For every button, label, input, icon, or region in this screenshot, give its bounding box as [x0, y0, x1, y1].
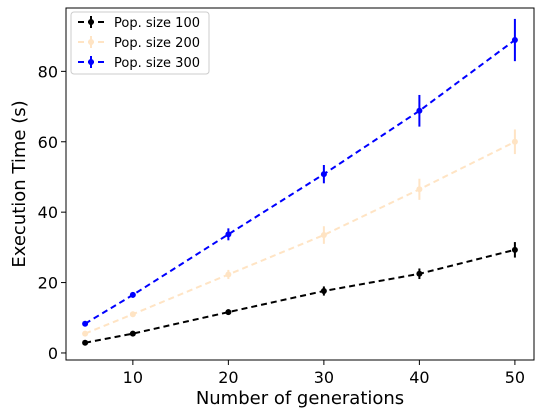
data-point: [82, 331, 88, 337]
data-point: [321, 171, 327, 177]
data-point: [512, 139, 518, 145]
data-point: [321, 232, 327, 238]
legend-swatch-marker: [88, 19, 94, 25]
x-tick-label: 50: [505, 368, 525, 387]
x-tick-label: 10: [123, 368, 143, 387]
y-tick-label: 40: [38, 203, 58, 222]
data-point: [130, 331, 136, 337]
data-point: [82, 340, 88, 346]
data-point: [416, 271, 422, 277]
data-point: [512, 37, 518, 43]
x-axis: 10 20 30 40 50: [123, 360, 525, 387]
data-point: [82, 321, 88, 327]
y-tick-label: 80: [38, 62, 58, 81]
y-axis-label: Execution Time (s): [9, 100, 30, 267]
x-axis-label: Number of generations: [196, 388, 404, 409]
x-tick-label: 30: [314, 368, 334, 387]
legend: Pop. size 100 Pop. size 200 Pop. size 300: [71, 12, 209, 74]
legend-swatch-marker: [88, 59, 94, 65]
data-point: [130, 311, 136, 317]
data-point: [321, 288, 327, 294]
data-point: [130, 292, 136, 298]
legend-label: Pop. size 100: [114, 16, 200, 31]
x-tick-label: 20: [218, 368, 238, 387]
data-point: [416, 108, 422, 114]
data-point: [416, 186, 422, 192]
x-tick-label: 40: [409, 368, 429, 387]
data-point: [225, 271, 231, 277]
legend-label: Pop. size 200: [114, 36, 200, 51]
y-tick-label: 60: [38, 133, 58, 152]
y-axis: 0 20 40 60 80: [38, 62, 66, 363]
data-point: [225, 231, 231, 237]
y-tick-label: 0: [48, 344, 58, 363]
legend-swatch-marker: [88, 39, 94, 45]
y-tick-label: 20: [38, 274, 58, 293]
legend-label: Pop. size 300: [114, 56, 200, 71]
data-point: [225, 309, 231, 315]
data-point: [512, 247, 518, 253]
